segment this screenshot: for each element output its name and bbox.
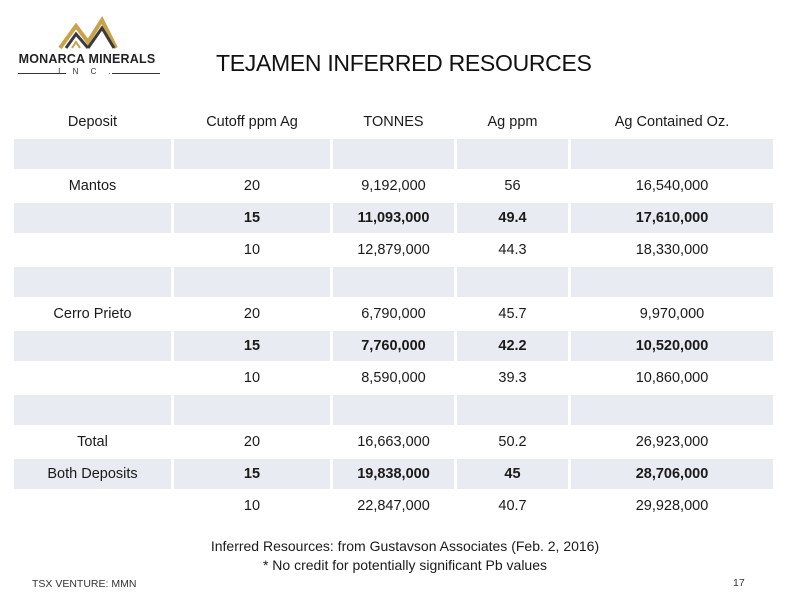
table-cell [14, 395, 171, 425]
table-cell [571, 395, 773, 425]
company-logo: MONARCA MINERALS I N C . [12, 12, 162, 84]
tonnes-cell: 12,879,000 [357, 242, 430, 258]
table-row: Both Deposits 15 19,838,000 45 28,706,00… [14, 459, 773, 489]
ag-ppm-cell: 49.4 [457, 203, 568, 233]
ag-contained-cell: 16,540,000 [635, 178, 709, 194]
ag-contained-cell: 10,520,000 [571, 331, 773, 361]
ag-ppm-cell: 45 [457, 459, 568, 489]
ag-ppm-cell: 42.2 [457, 331, 568, 361]
table-row: 10 8,590,000 39.3 10,860,000 [14, 363, 773, 393]
cutoff-cell: 10 [243, 370, 261, 386]
cutoff-cell: 20 [243, 434, 261, 450]
deposit-cell [14, 363, 171, 393]
footnote-source: Inferred Resources: from Gustavson Assoc… [210, 538, 600, 554]
deposit-cell [14, 331, 171, 361]
cutoff-cell: 15 [174, 203, 330, 233]
ag-ppm-cell: 45.7 [498, 306, 527, 322]
ag-contained-cell: 28,706,000 [571, 459, 773, 489]
tonnes-cell: 11,093,000 [333, 203, 454, 233]
table-cell [174, 395, 330, 425]
table-spacer-row [14, 139, 773, 169]
logo-company-suffix: I N C . [58, 67, 116, 76]
logo-divider-left [18, 73, 66, 74]
logo-company-name: MONARCA MINERALS [18, 52, 156, 66]
deposit-cell: Mantos [68, 178, 117, 194]
footnote-note: * No credit for potentially significant … [262, 557, 548, 573]
table-row: 15 11,093,000 49.4 17,610,000 [14, 203, 773, 233]
tonnes-cell: 16,663,000 [357, 434, 430, 450]
table-row: 10 22,847,000 40.7 29,928,000 [14, 491, 773, 521]
ag-contained-cell: 10,860,000 [635, 370, 709, 386]
cutoff-cell: 20 [243, 178, 261, 194]
cutoff-cell: 15 [174, 459, 330, 489]
table-cell [333, 139, 454, 169]
ag-contained-cell: 9,970,000 [639, 306, 705, 322]
deposit-cell [14, 235, 171, 265]
ag-ppm-cell: 39.3 [498, 370, 527, 386]
deposit-cell: Cerro Prieto [53, 306, 132, 322]
ag-ppm-cell: 44.3 [498, 242, 527, 258]
tonnes-cell: 6,790,000 [361, 306, 426, 322]
slide-title: TEJAMEN INFERRED RESOURCES [216, 50, 592, 76]
table-header-row: Deposit Cutoff ppm Ag TONNES Ag ppm Ag C… [14, 107, 773, 137]
ag-contained-cell: 17,610,000 [571, 203, 773, 233]
deposit-cell [14, 203, 171, 233]
cutoff-cell: 10 [243, 498, 261, 514]
tonnes-cell: 22,847,000 [357, 498, 430, 514]
cutoff-cell: 20 [243, 306, 261, 322]
ticker-symbol: TSX VENTURE: MMN [32, 578, 137, 590]
page-number: 17 [733, 577, 745, 589]
table-cell [457, 267, 568, 297]
table-cell [333, 395, 454, 425]
mountain-logo-icon [58, 15, 118, 50]
table-row: Total 20 16,663,000 50.2 26,923,000 [14, 427, 773, 457]
deposit-cell: Total [77, 434, 108, 450]
ag-contained-cell: 18,330,000 [635, 242, 709, 258]
header-tonnes: TONNES [363, 114, 424, 130]
deposit-cell: Both Deposits [14, 459, 171, 489]
ag-contained-cell: 29,928,000 [635, 498, 709, 514]
table-cell [571, 267, 773, 297]
table-cell [571, 139, 773, 169]
ag-ppm-cell: 56 [504, 178, 521, 194]
table-cell [174, 139, 330, 169]
cutoff-cell: 15 [174, 331, 330, 361]
ag-ppm-cell: 40.7 [498, 498, 527, 514]
tonnes-cell: 19,838,000 [333, 459, 454, 489]
table-row: 15 7,760,000 42.2 10,520,000 [14, 331, 773, 361]
table-cell [174, 267, 330, 297]
header-ag-ppm: Ag ppm [487, 114, 538, 130]
cutoff-cell: 10 [243, 242, 261, 258]
table-cell [14, 267, 171, 297]
table-cell [333, 267, 454, 297]
table-cell [457, 139, 568, 169]
header-cutoff: Cutoff ppm Ag [206, 114, 298, 130]
header-ag-contained: Ag Contained Oz. [614, 114, 730, 130]
table-row: Mantos 20 9,192,000 56 16,540,000 [14, 171, 773, 201]
table-cell [457, 395, 568, 425]
deposit-cell [14, 491, 171, 521]
table-spacer-row [14, 395, 773, 425]
ag-contained-cell: 26,923,000 [635, 434, 709, 450]
logo-divider-right [112, 73, 160, 74]
tonnes-cell: 8,590,000 [361, 370, 426, 386]
header-deposit: Deposit [67, 114, 118, 130]
ag-ppm-cell: 50.2 [498, 434, 527, 450]
table-row: 10 12,879,000 44.3 18,330,000 [14, 235, 773, 265]
footnote: Inferred Resources: from Gustavson Assoc… [160, 537, 650, 575]
table-row: Cerro Prieto 20 6,790,000 45.7 9,970,000 [14, 299, 773, 329]
tonnes-cell: 7,760,000 [333, 331, 454, 361]
tonnes-cell: 9,192,000 [361, 178, 426, 194]
table-cell [14, 139, 171, 169]
table-spacer-row [14, 267, 773, 297]
